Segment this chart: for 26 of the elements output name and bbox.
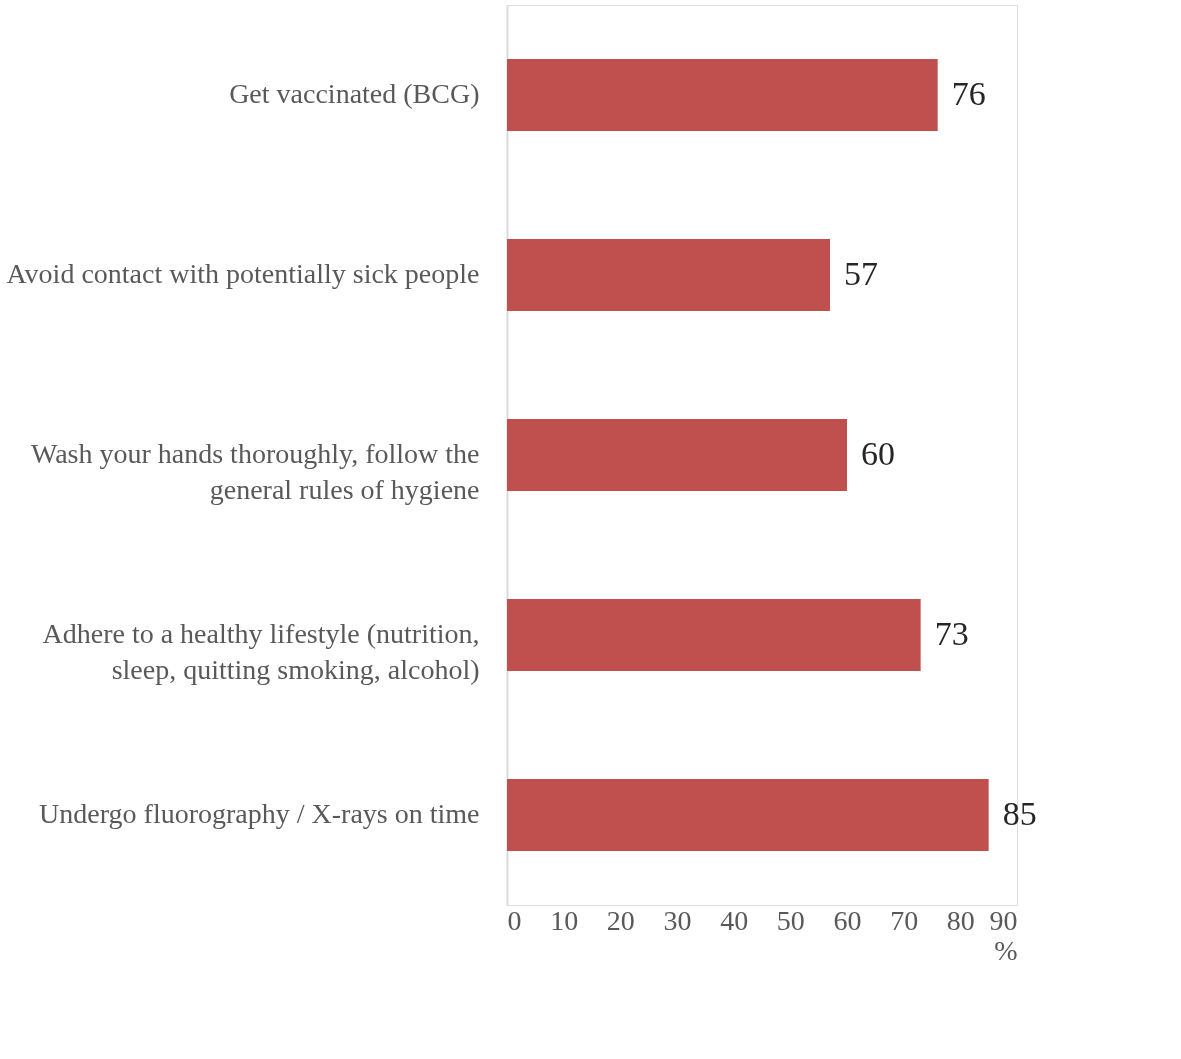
- data-label: 73: [934, 615, 969, 652]
- x-tick-label: 70: [890, 904, 919, 936]
- y-tick-label: Get vaccinated (BCG): [229, 78, 480, 109]
- x-tick-label: 30: [663, 904, 692, 936]
- y-tick-label: Avoid contact with potentially sick people: [6, 258, 480, 289]
- x-tick-label: 80: [946, 904, 975, 936]
- bar: [507, 599, 921, 671]
- x-tick-label: 20: [606, 904, 635, 936]
- x-tick-label: 90: [989, 904, 1018, 936]
- x-tick-label: 50: [776, 904, 805, 936]
- x-tick-label: 60: [833, 904, 862, 936]
- y-tick-label: Wash your hands thoroughly, follow the general rules of hygiene: [30, 438, 480, 505]
- data-label: 60: [861, 435, 895, 472]
- data-label: 85: [1002, 795, 1037, 832]
- x-tick-label: 40: [720, 904, 749, 936]
- bar: [507, 419, 847, 491]
- data-label: 57: [844, 255, 878, 292]
- bar: [507, 59, 938, 131]
- y-tick-label: Adhere to a healthy lifestyle (nutrition, sleep, quitting smoking, alcohol): [42, 618, 480, 685]
- x-axis-title: %: [994, 934, 1018, 966]
- bar: [507, 239, 830, 311]
- x-tick-label: 0: [507, 904, 522, 936]
- bar: [507, 779, 989, 851]
- y-tick-label: Undergo fluorography / X-rays on time: [39, 798, 480, 829]
- x-tick-label: 10: [550, 904, 579, 936]
- data-label: 76: [951, 75, 986, 112]
